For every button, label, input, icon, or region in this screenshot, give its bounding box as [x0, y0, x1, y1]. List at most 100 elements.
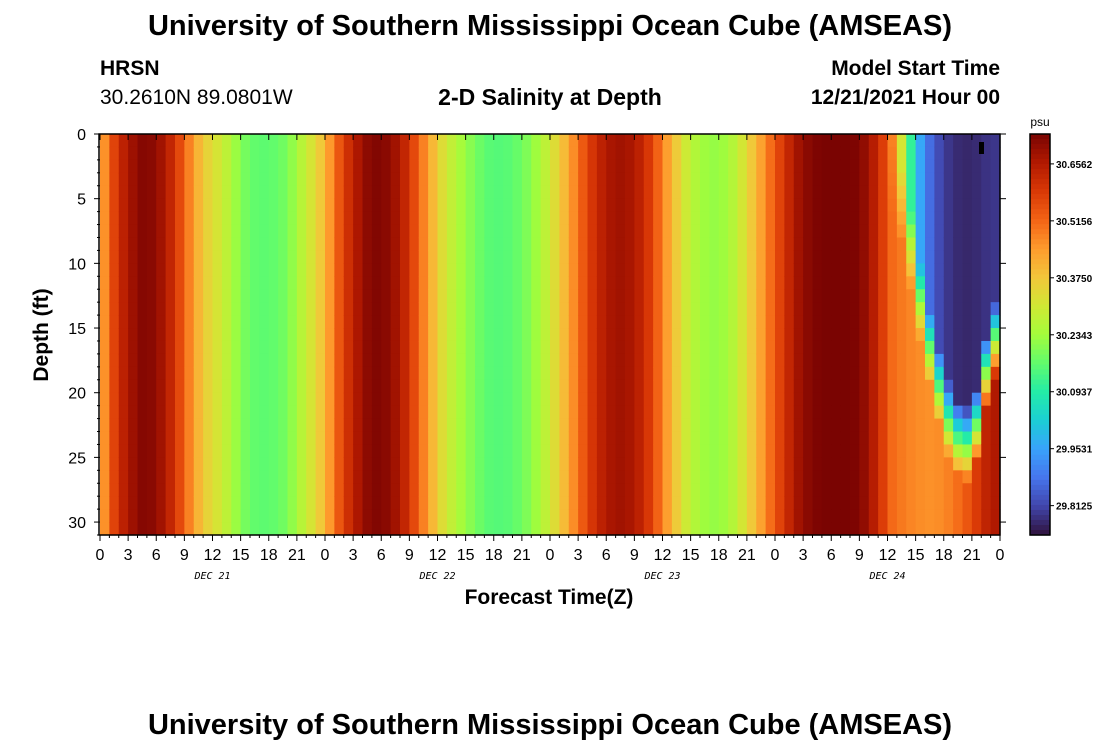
heatmap-cell [568, 276, 579, 290]
heatmap-cell [925, 224, 935, 239]
heatmap-cell [475, 509, 485, 523]
heatmap-cell [615, 134, 626, 148]
heatmap-cell [578, 315, 589, 329]
heatmap-cell [212, 328, 223, 342]
heatmap-cell [212, 392, 223, 407]
heatmap-cell [203, 211, 214, 226]
heatmap-cell [990, 198, 1001, 213]
heatmap-cell [568, 470, 579, 484]
heatmap-cell [643, 444, 654, 458]
heatmap-cell [906, 353, 917, 368]
heatmap-cell [812, 392, 823, 407]
heatmap-cell [540, 134, 551, 148]
heatmap-cell [850, 146, 860, 161]
heatmap-cell [906, 392, 917, 407]
heatmap-cell [990, 134, 1001, 148]
heatmap-cell [306, 457, 317, 471]
heatmap-cell [315, 237, 326, 252]
heatmap-cell [418, 457, 429, 471]
colorbar-swatch [1030, 244, 1050, 250]
heatmap-cell [596, 496, 607, 510]
heatmap-cell [765, 444, 776, 458]
heatmap-cell [212, 418, 223, 433]
heatmap-cell [662, 289, 673, 303]
heatmap-cell [381, 392, 392, 407]
heatmap-cell [840, 198, 851, 213]
heatmap-cell [512, 457, 523, 471]
heatmap-cell [653, 185, 664, 200]
heatmap-cell [484, 172, 495, 187]
heatmap-cell [878, 405, 889, 420]
heatmap-cell [915, 315, 926, 329]
heatmap-cell [100, 418, 110, 433]
heatmap-cell [812, 444, 823, 458]
heatmap-cell [306, 328, 317, 342]
x-tick-label: 3 [799, 547, 808, 564]
heatmap-cell [418, 185, 429, 200]
heatmap-cell [531, 418, 542, 433]
heatmap-cell [428, 483, 439, 497]
heatmap-cell [287, 418, 298, 433]
heatmap-cell [775, 276, 785, 290]
heatmap-cell [296, 328, 307, 342]
heatmap-cell [465, 315, 476, 329]
heatmap-cell [737, 457, 748, 471]
heatmap-cell [868, 185, 879, 200]
heatmap-cell [606, 134, 617, 148]
heatmap-cell [362, 211, 373, 226]
x-tick-label: 3 [349, 547, 358, 564]
heatmap-cell [887, 250, 898, 264]
heatmap-cell [634, 146, 645, 161]
heatmap-cell [625, 224, 635, 239]
heatmap-cell [334, 198, 345, 213]
colorbar-swatch [1030, 389, 1050, 396]
heatmap-cell [775, 185, 785, 200]
heatmap-cell [446, 483, 457, 497]
heatmap-cell [840, 159, 851, 174]
heatmap-cell [868, 328, 879, 342]
heatmap-cell [400, 457, 410, 471]
heatmap-cell [906, 159, 917, 174]
heatmap-cell [287, 198, 298, 213]
heatmap-cell [315, 483, 326, 497]
heatmap-cell [137, 159, 148, 174]
heatmap-cell [371, 185, 382, 200]
colorbar-swatch [1030, 449, 1050, 456]
heatmap-cell [840, 146, 851, 161]
heatmap-cell [615, 379, 626, 394]
heatmap-cell [315, 146, 326, 161]
heatmap-cell [259, 353, 270, 368]
heatmap-cell [428, 496, 439, 510]
heatmap-cell [568, 366, 579, 381]
heatmap-cell [521, 379, 532, 394]
heatmap-cell [418, 146, 429, 161]
heatmap-cell [709, 185, 720, 200]
heatmap-cell [203, 328, 214, 342]
heatmap-cell [831, 159, 842, 174]
heatmap-cell [456, 250, 467, 264]
heatmap-cell [746, 470, 757, 484]
heatmap-cell [868, 315, 879, 329]
heatmap-cell [821, 146, 832, 161]
heatmap-cell [803, 457, 814, 471]
heatmap-cell [334, 328, 345, 342]
heatmap-cell [756, 146, 767, 161]
heatmap-cell [446, 457, 457, 471]
heatmap-cell [250, 509, 260, 523]
heatmap-cell [709, 509, 720, 523]
heatmap-cell [296, 224, 307, 239]
heatmap-cell [700, 457, 710, 471]
heatmap-cell [184, 509, 195, 523]
heatmap-cell [484, 340, 495, 355]
heatmap-cell [962, 250, 973, 264]
heatmap-cell [128, 172, 139, 187]
heatmap-cell [606, 340, 617, 355]
heatmap-cell [240, 328, 251, 342]
heatmap-cell [840, 276, 851, 290]
x-tick-label: 6 [827, 547, 836, 564]
heatmap-cell [587, 483, 598, 497]
colorbar-swatch [1030, 524, 1050, 531]
heatmap-cell [662, 146, 673, 161]
heatmap-cell [831, 366, 842, 381]
heatmap-cell [671, 483, 682, 497]
